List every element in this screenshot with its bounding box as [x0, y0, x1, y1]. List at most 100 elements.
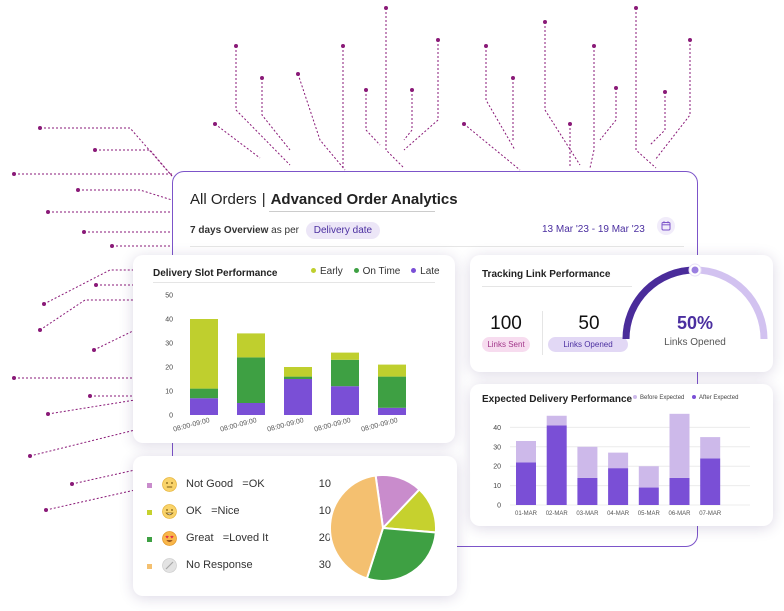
circuit-node-25: [436, 38, 440, 42]
circuit-node-21: [341, 44, 345, 48]
circuit-line-26: [463, 123, 521, 171]
links-opened-gauge: [622, 263, 768, 340]
exp-bar-after-expected: [608, 468, 629, 505]
slot-bar-late: [284, 379, 312, 415]
circuit-line-7: [43, 269, 135, 305]
exp-bar-before-expected: [700, 437, 721, 459]
links-opened-value: 50: [578, 313, 600, 334]
no-response-icon: [162, 558, 177, 573]
circuit-node-27: [484, 44, 488, 48]
slot-y-tick: 10: [165, 389, 173, 396]
slot-y-tick: 30: [165, 341, 173, 348]
exp-bar-before-expected: [638, 466, 659, 488]
bullet-ok: [147, 510, 152, 515]
circuit-line-17: [235, 46, 291, 166]
circuit-line-31: [589, 46, 595, 169]
circuit-node-2: [12, 172, 16, 176]
circuit-line-0: [40, 127, 173, 177]
circuit-node-30: [568, 122, 572, 126]
circuit-node-29: [543, 20, 547, 24]
slot-bar-early: [237, 333, 265, 358]
slot-bar-early: [378, 364, 406, 377]
heart-eyes-face-icon: [162, 531, 177, 546]
exp-bar-before-expected: [516, 440, 536, 463]
circuit-line-15: [71, 469, 136, 485]
neutral-face-icon: [162, 477, 177, 492]
circuit-line-18: [261, 78, 291, 151]
exp-bar-after-expected: [516, 462, 536, 505]
slot-bar-on-time: [190, 388, 218, 399]
circuit-node-8: [94, 283, 98, 287]
links-opened-pill: Links Opened: [548, 337, 628, 352]
circuit-line-22: [365, 90, 381, 146]
legend-on-time-swatch: [353, 268, 359, 273]
circuit-line-19: [214, 123, 261, 159]
date-range[interactable]: 13 Mar '23 - 19 Mar '23: [542, 224, 645, 235]
slot-x-tick: 08:00-09:00: [267, 417, 305, 433]
exp-x-tick: 01-MAR: [515, 511, 538, 517]
tracking-divider: [542, 311, 543, 355]
links-sent-pill: Links Sent: [482, 337, 530, 352]
slot-chart-title: Delivery Slot Performance: [153, 268, 278, 279]
slot-bar-late: [190, 398, 218, 415]
exp-x-tick: 03-MAR: [576, 511, 599, 517]
legend-before: Before Expected: [640, 395, 685, 401]
circuit-node-0: [38, 126, 42, 130]
grinning-face-icon: [162, 504, 177, 519]
overview-line: 7 days Overview as per Delivery date: [190, 222, 381, 239]
feedback-label-no-response: No Response: [186, 559, 253, 571]
slot-bar-on-time: [237, 357, 265, 403]
calendar-button[interactable]: [657, 217, 675, 235]
exp-x-tick: 06-MAR: [668, 511, 691, 517]
gauge-label: Links Opened: [664, 337, 726, 348]
exp-y-tick: 0: [497, 503, 501, 510]
delivery-slot-card: Delivery Slot Performance Early On Time …: [133, 255, 455, 443]
slot-bar-late: [331, 386, 359, 415]
circuit-node-18: [260, 76, 264, 80]
feedback-value-not-good: 10: [318, 478, 331, 490]
legend-before-swatch: [633, 395, 637, 399]
exp-bar-after-expected: [546, 425, 567, 505]
slot-y-tick: 50: [165, 293, 173, 300]
exp-bar-before-expected: [546, 415, 567, 426]
circuit-node-9: [38, 328, 42, 332]
circuit-node-1: [93, 148, 97, 152]
circuit-line-25: [403, 40, 439, 151]
links-sent-value: 100: [490, 313, 522, 334]
exp-y-tick: 40: [493, 425, 501, 432]
gauge-knob-center: [691, 266, 699, 274]
exp-bar-after-expected: [700, 458, 721, 505]
circuit-node-7: [42, 302, 46, 306]
circuit-line-29: [544, 22, 581, 166]
slot-x-tick: 08:00-09:00: [173, 417, 211, 433]
overview-as-per: as per: [271, 225, 299, 236]
circuit-node-35: [688, 38, 692, 42]
circuit-node-33: [634, 6, 638, 10]
slot-bar-late: [378, 407, 406, 415]
feedback-card: Not Good =OK 10 OK =Nice 10 Great =Loved…: [133, 456, 457, 596]
slot-bar-on-time: [284, 376, 312, 379]
delivery-date-filter[interactable]: Delivery date: [305, 222, 381, 239]
circuit-node-6: [110, 244, 114, 248]
circuit-line-3: [78, 189, 173, 201]
feedback-pie-chart: [329, 474, 437, 582]
slot-chart: 0 10 20 30 40 50 08:00-09:00 08:00-09:00 08:00-0…: [165, 293, 406, 434]
circuit-node-34: [663, 90, 667, 94]
circuit-node-3: [76, 188, 80, 192]
bullet-no-response: [147, 564, 152, 569]
overview-period: 7 days Overview: [190, 225, 269, 236]
exp-bar-after-expected: [577, 477, 598, 505]
expected-legend: Before Expected After Expected: [633, 395, 738, 401]
exp-y-tick: 10: [493, 483, 501, 490]
circuit-node-26: [462, 122, 466, 126]
legend-late: Late: [420, 266, 440, 277]
exp-y-tick: 20: [493, 464, 501, 471]
slot-bar-on-time: [378, 376, 406, 408]
feedback-value-ok: 10: [318, 505, 331, 517]
feedback-meaning-great: =Loved It: [222, 532, 269, 544]
exp-bar-before-expected: [608, 452, 629, 469]
circuit-node-15: [70, 482, 74, 486]
slot-x-tick: 08:00-09:00: [361, 417, 399, 433]
slot-y-tick: 20: [165, 365, 173, 372]
all-orders-label[interactable]: All Orders: [190, 191, 257, 208]
